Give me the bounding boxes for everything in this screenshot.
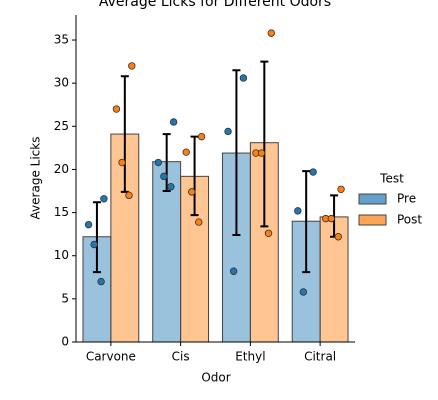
error-bar: [162, 133, 171, 193]
y-tick-label: 0: [61, 335, 69, 349]
data-point: [112, 105, 121, 113]
legend-swatch: [358, 193, 387, 205]
data-point: [257, 149, 266, 157]
data-point: [327, 214, 335, 223]
y-tick-label: 25: [54, 119, 69, 133]
data-point: [337, 185, 345, 193]
error-bar: [190, 135, 199, 217]
data-point: [264, 229, 273, 237]
data-point: [294, 207, 302, 215]
data-point: [160, 172, 168, 181]
data-point: [299, 288, 308, 296]
data-point: [267, 29, 275, 37]
bar: [110, 133, 140, 343]
legend-label: Pre: [397, 192, 416, 206]
x-axis-label: Odor: [201, 371, 230, 385]
data-point: [188, 188, 196, 196]
y-tick-label: 15: [54, 205, 69, 219]
y-tick-label: 30: [54, 76, 69, 90]
data-point: [154, 158, 163, 167]
legend-title: Test: [379, 172, 404, 186]
y-tick-label: 20: [54, 162, 69, 176]
data-point: [197, 132, 206, 141]
data-point: [195, 218, 203, 226]
data-point: [167, 182, 175, 191]
bar: [319, 216, 349, 343]
data-point: [239, 74, 248, 82]
legend-label: Post: [397, 213, 422, 227]
y-tick-label: 5: [61, 291, 69, 305]
legend-swatch: [358, 214, 387, 226]
chart-title: Average Licks for Different Odors: [99, 0, 331, 10]
data-point: [229, 267, 238, 275]
data-point: [224, 127, 232, 136]
data-point: [118, 158, 126, 167]
y-tick-label: 35: [54, 33, 69, 47]
x-tick-label: Ethyl: [235, 350, 265, 364]
data-point: [169, 118, 178, 126]
data-point: [90, 240, 98, 249]
data-point: [309, 168, 317, 176]
data-point: [125, 191, 133, 200]
error-bar: [302, 170, 311, 274]
error-bar: [232, 69, 241, 237]
y-tick-label: 10: [54, 248, 69, 262]
x-tick-label: Citral: [304, 350, 336, 364]
x-tick-label: Cis: [172, 350, 190, 364]
x-tick-label: Carvone: [86, 350, 136, 364]
data-point: [334, 233, 342, 241]
error-bar: [260, 60, 269, 228]
data-point: [100, 195, 108, 203]
error-bar: [120, 75, 129, 193]
error-bar: [92, 201, 101, 274]
data-point: [128, 62, 136, 70]
data-point: [84, 220, 93, 229]
y-axis-label: Average Licks: [29, 137, 43, 220]
data-point: [97, 277, 105, 286]
data-point: [182, 148, 190, 156]
